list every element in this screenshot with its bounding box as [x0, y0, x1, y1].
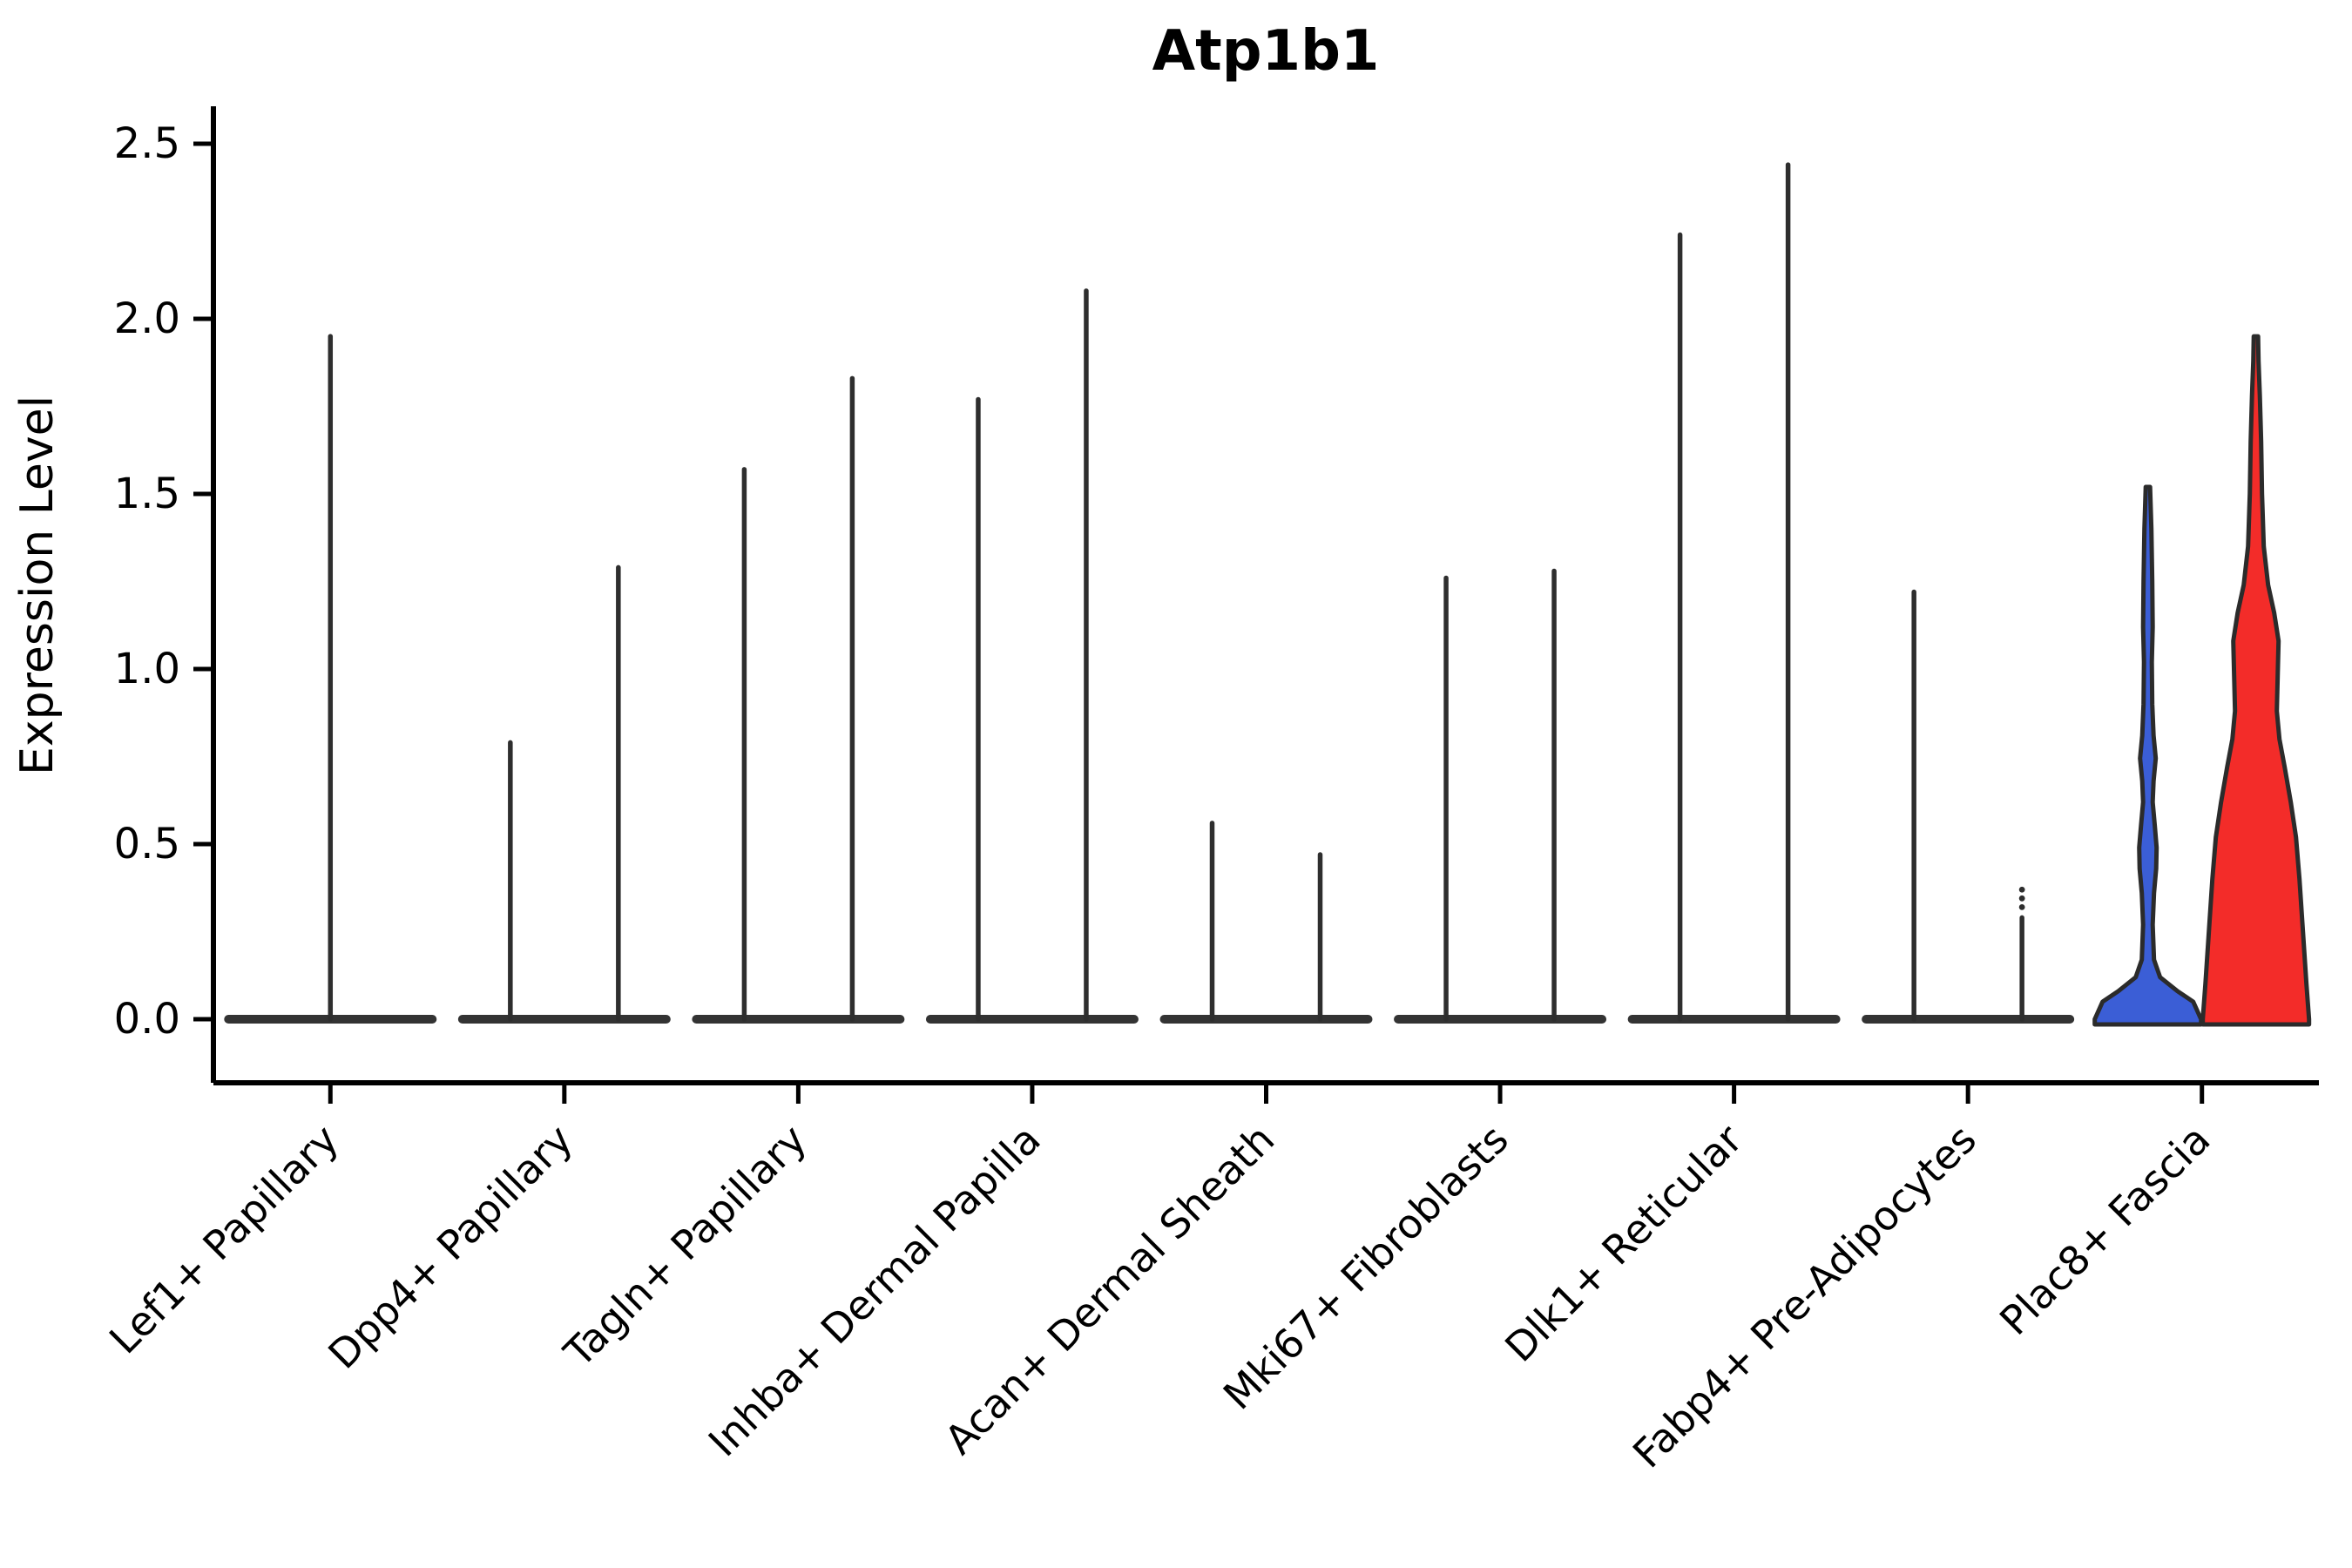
x-category-label: Plac8+ Fascia	[1990, 1116, 2219, 1344]
violin-body	[2092, 484, 2204, 1027]
y-tick-label: 0.0	[114, 995, 180, 1044]
violins-layer	[224, 162, 2312, 1027]
violin-base-bar	[1394, 1015, 1607, 1024]
violin-base-bar	[457, 1015, 671, 1024]
violin-base-bar	[692, 1015, 905, 1024]
x-category-label: Tagln+ Papillary	[555, 1116, 816, 1377]
violin-body	[2200, 334, 2312, 1027]
violin-8-left	[2092, 484, 2204, 1027]
violin-base-bar	[1862, 1015, 2075, 1024]
violin-base-bar	[1627, 1015, 1841, 1024]
x-category-label: Dlk1+ Reticular	[1496, 1116, 1751, 1371]
outlier-dot	[2018, 886, 2025, 893]
y-axis-label: Expression Level	[11, 395, 64, 775]
violin-8-right	[2200, 334, 2312, 1027]
violin-7-right	[2018, 886, 2025, 1022]
outlier-dot	[2018, 895, 2025, 902]
y-tick-label: 2.0	[114, 294, 180, 343]
outlier-dot	[2018, 903, 2025, 910]
violin-base-bar	[1159, 1015, 1373, 1024]
x-category-label: Dpp4+ Papillary	[319, 1116, 581, 1378]
y-tick-label: 1.5	[114, 470, 180, 518]
chart-title: Atp1b1	[1152, 19, 1380, 84]
y-tick-label: 2.5	[114, 119, 180, 168]
y-tick-label: 0.5	[114, 820, 180, 868]
x-category-label: Lef1+ Papillary	[100, 1116, 348, 1363]
y-tick-label: 1.0	[114, 645, 180, 693]
violin-base-bar	[925, 1015, 1139, 1024]
